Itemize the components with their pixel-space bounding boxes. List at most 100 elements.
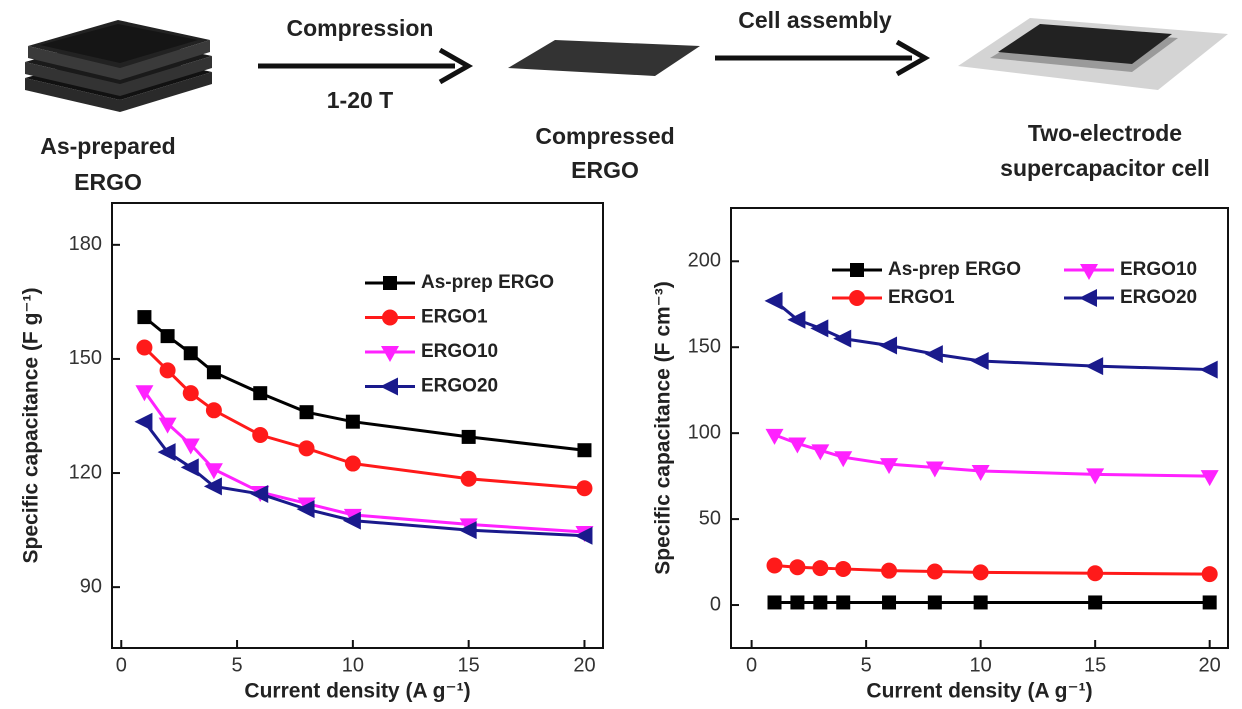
legend-marker: [380, 377, 398, 396]
legend-label: ERGO10: [421, 341, 498, 362]
marker: [577, 443, 592, 458]
marker: [927, 595, 942, 610]
legend-label: ERGO20: [1120, 287, 1197, 308]
marker: [879, 336, 898, 355]
marker: [460, 470, 477, 487]
y-tick-label: 90: [80, 575, 102, 597]
marker: [344, 455, 361, 472]
marker: [766, 557, 783, 574]
marker: [925, 461, 944, 478]
legend-marker: [1079, 289, 1097, 307]
series-line: [143, 420, 585, 538]
arrow-sublabel: 1-20 T: [327, 87, 393, 113]
marker: [788, 437, 807, 454]
stage-label: Compressed: [535, 123, 674, 149]
marker: [973, 595, 988, 610]
stage-label: supercapacitor cell: [1000, 155, 1210, 181]
legend-marker: [381, 346, 399, 362]
legend-label: ERGO1: [888, 287, 955, 308]
marker: [183, 346, 198, 361]
marker: [461, 429, 476, 444]
marker: [835, 560, 852, 577]
marker: [296, 500, 315, 519]
legend-marker: [382, 309, 398, 326]
compressed-film: [508, 40, 700, 76]
marker: [205, 402, 222, 419]
marker: [299, 405, 314, 420]
x-tick-label: 15: [1084, 654, 1106, 676]
marker: [180, 458, 199, 477]
series-line: [143, 315, 585, 452]
cell-schematic: [958, 18, 1228, 90]
marker: [206, 365, 221, 380]
series-line: [773, 299, 1210, 372]
plot-frame: [730, 207, 1229, 649]
marker: [137, 310, 152, 325]
x-tick-label: 5: [232, 654, 243, 676]
x-tick-label: 20: [1199, 654, 1221, 676]
marker: [787, 310, 806, 329]
x-axis-label: Current density (A g⁻¹): [866, 680, 1092, 703]
arrow: [258, 47, 474, 85]
y-tick-label: 150: [688, 336, 721, 358]
marker: [182, 385, 199, 402]
stage-label: ERGO: [571, 157, 639, 183]
marker: [813, 595, 828, 610]
marker: [836, 595, 851, 610]
marker: [834, 451, 853, 468]
marker: [1199, 360, 1218, 379]
marker: [574, 526, 593, 545]
y-axis-label: Specific capacitance (F cm⁻³): [652, 281, 675, 575]
x-tick-label: 15: [458, 654, 480, 676]
marker: [135, 385, 154, 402]
marker: [1200, 470, 1219, 487]
marker: [970, 351, 989, 370]
marker: [252, 427, 269, 444]
marker: [1085, 357, 1104, 376]
y-tick-label: 180: [69, 233, 102, 255]
y-tick-label: 0: [710, 593, 721, 615]
stage-label: ERGO: [74, 169, 142, 195]
marker: [253, 386, 268, 401]
marker: [345, 414, 360, 429]
y-tick-label: 50: [699, 507, 721, 529]
y-tick-label: 120: [69, 461, 102, 483]
marker: [576, 480, 593, 497]
marker: [134, 412, 153, 431]
arrow-label: Cell assembly: [738, 7, 892, 33]
marker: [136, 339, 153, 356]
marker: [811, 444, 830, 461]
marker: [204, 463, 223, 480]
x-tick-label: 10: [342, 654, 364, 676]
marker: [833, 329, 852, 348]
x-tick-label: 0: [116, 654, 127, 676]
marker: [1201, 566, 1218, 583]
marker: [882, 595, 897, 610]
marker: [458, 521, 477, 540]
marker: [342, 511, 361, 530]
marker: [1088, 595, 1103, 610]
marker: [881, 562, 898, 579]
arrow-label: Compression: [287, 15, 434, 41]
marker: [159, 362, 176, 379]
marker: [181, 438, 200, 455]
marker: [971, 464, 990, 481]
x-tick-label: 5: [861, 654, 872, 676]
marker: [157, 443, 176, 462]
marker: [250, 484, 269, 503]
x-tick-label: 10: [970, 654, 992, 676]
as-prepared-stack: [25, 20, 212, 112]
marker: [789, 559, 806, 576]
marker: [790, 595, 805, 610]
y-axis-label: Specific capacitance (F g⁻¹): [20, 288, 43, 564]
legend-label: As-prep ERGO: [888, 259, 1021, 280]
marker: [880, 458, 899, 475]
legend-marker: [849, 290, 865, 306]
legend-marker: [383, 276, 397, 290]
legend-label: ERGO10: [1120, 259, 1197, 280]
marker: [298, 440, 315, 457]
marker: [1086, 468, 1105, 485]
plot-frame: [111, 202, 604, 649]
marker: [1202, 595, 1217, 610]
y-tick-label: 150: [69, 347, 102, 369]
